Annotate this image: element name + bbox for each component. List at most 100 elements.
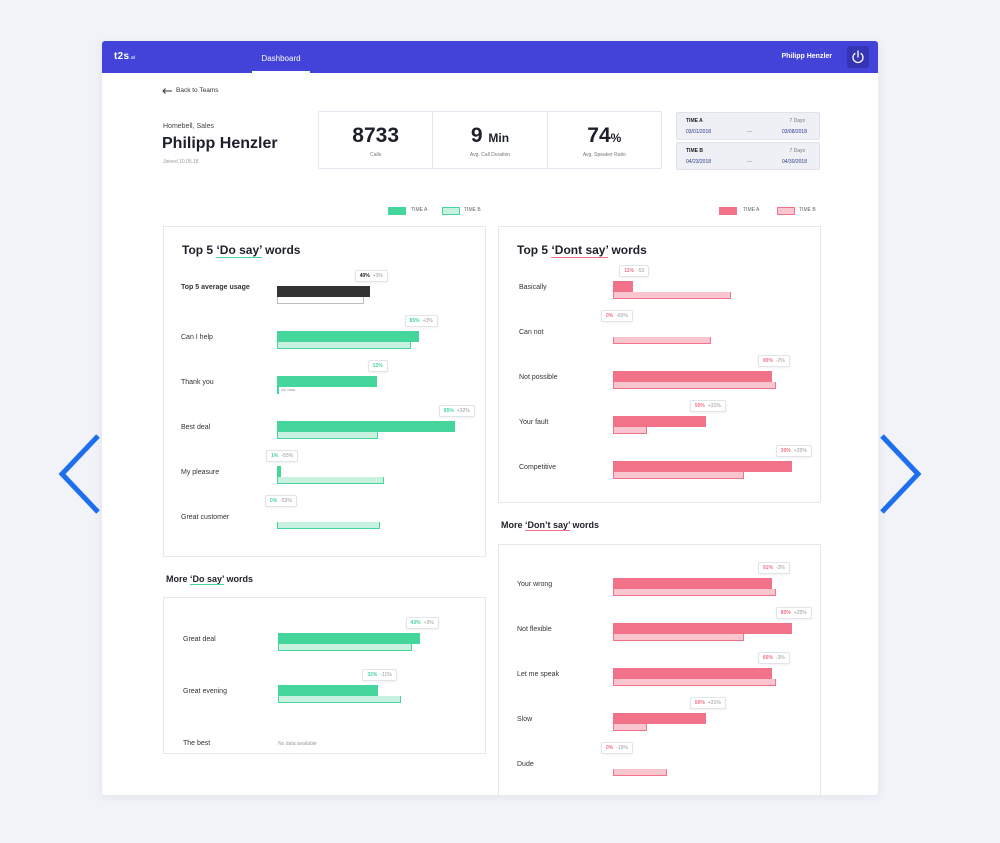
bar-time-b: [613, 589, 776, 596]
top-do-say-title: Top 5 ‘Do say’ words: [182, 243, 301, 258]
bar-time-a: [613, 668, 773, 679]
stat-avg-speaker-ratio: 74% Avg. Speaker Ratio: [548, 112, 661, 168]
carousel-prev-icon[interactable]: [54, 432, 104, 516]
logout-button[interactable]: [847, 46, 869, 68]
bar-percent: 43%: [410, 620, 421, 626]
bar-value-tag: 85% +3%: [404, 315, 438, 327]
carousel-next-icon[interactable]: [876, 432, 926, 516]
more-dont-say-title: More ‘Don’t say’ words: [501, 520, 600, 531]
legend-swatch-time-a: [388, 207, 406, 215]
bar-time-b: [277, 297, 365, 304]
bar-percent: 50%: [694, 403, 705, 409]
bar-time-b: [613, 634, 744, 641]
time-range-end: 04/30/2018: [781, 159, 807, 165]
joined-date: Joined 10.05.18: [163, 159, 199, 165]
bar-row-label: Can not: [519, 329, 544, 336]
bar-time-b: [613, 337, 712, 344]
bar-value-tag: 90% -2%: [757, 355, 790, 367]
bar-time-b: [277, 387, 279, 394]
time-range-end: 03/08/2018: [781, 129, 807, 135]
stats-panel: 8733 Calls 9 Min Avg. Call Duration 74% …: [318, 111, 662, 169]
app-logo[interactable]: t2s.ai: [114, 51, 136, 62]
bar-delta: +31%: [707, 403, 721, 409]
bar-time-a: [613, 281, 633, 292]
time-range-dash: —: [747, 159, 752, 165]
bar-delta: -53%: [280, 498, 292, 504]
current-user-name[interactable]: Philipp Henzler: [781, 53, 832, 60]
bar-time-b: [277, 432, 379, 439]
bar-delta: -11%: [380, 672, 392, 678]
legend-swatch-time-b: [777, 207, 795, 215]
bar-value-tag: 50% +31%: [689, 697, 726, 709]
bar-percent: 32%: [367, 672, 378, 678]
bar-note: No data: [281, 387, 296, 392]
bar-percent: 90%: [762, 358, 773, 364]
bar-row-label: Thank you: [181, 379, 214, 386]
bar-time-b: [613, 427, 647, 434]
bar-row-label: Dude: [517, 761, 534, 768]
bar-value-tag: 50% +31%: [689, 400, 726, 412]
bar-row-label: My pleasure: [181, 469, 220, 476]
bar-percent: 60%: [762, 655, 773, 661]
more-dont-say-card: Your wrong 91% -3% Not flexible 80% +25% Let m…: [498, 544, 821, 795]
bar-delta: -60%: [616, 313, 628, 319]
bar-delta: +3%: [422, 318, 433, 324]
bar-value-tag: 40% +3%: [354, 270, 388, 282]
bar-delta: -55%: [281, 453, 294, 459]
bar-percent: 0%: [270, 498, 278, 504]
bar-delta: -19%: [616, 745, 628, 751]
legend-do-say: TIME A TIME B: [388, 207, 488, 217]
power-icon: [852, 50, 864, 64]
dashboard-window: t2s.ai Dashboard Philipp Henzler Back to…: [102, 41, 878, 795]
time-range-a[interactable]: TIME A 7 Days 03/01/2018 — 03/08/2018: [676, 112, 820, 140]
time-range-name: TIME A: [686, 118, 703, 124]
time-range-days: 7 Days: [789, 148, 805, 154]
bar-time-b: [613, 292, 732, 299]
bar-percent: 1%: [271, 453, 279, 459]
time-range-name: TIME B: [686, 148, 703, 154]
bar-row-label: The best: [183, 740, 211, 747]
bar-time-a: [613, 578, 773, 589]
bar-value-tag: 43% +3%: [405, 617, 439, 629]
time-range-start: 03/01/2018: [686, 129, 712, 135]
legend-dont-say: TIME A TIME B: [719, 207, 823, 217]
bar-time-a: [277, 466, 281, 477]
legend-label-time-a: TIME A: [411, 207, 428, 213]
back-to-teams-link[interactable]: Back to Teams: [176, 87, 219, 94]
tab-dashboard[interactable]: Dashboard: [252, 41, 310, 73]
top-dont-say-title: Top 5 ‘Dont say’ words: [517, 243, 647, 258]
legend-label-time-a: TIME A: [743, 207, 760, 213]
bar-percent: 0%: [606, 745, 614, 751]
bar-time-a: [613, 416, 707, 427]
more-do-say-title: More ‘Do say’ words: [166, 574, 254, 585]
bar-delta: -3%: [775, 655, 785, 661]
stat-value: 9: [470, 124, 483, 147]
bar-row-label: Let me speak: [517, 671, 560, 678]
tab-dashboard-label: Dashboard: [261, 54, 301, 63]
bar-value-tag: 32% -11%: [362, 669, 397, 681]
bar-row-label: Not possible: [519, 374, 558, 381]
profile-name: Philipp Henzler: [162, 135, 278, 152]
bar-time-a: [277, 376, 377, 387]
bar-row-label: Not flexible: [517, 626, 552, 633]
bar-delta: +31%: [707, 700, 721, 706]
legend-label-time-b: TIME B: [799, 207, 816, 213]
stat-value: 74: [587, 124, 611, 147]
time-range-days: 7 Days: [789, 118, 805, 124]
time-range-b[interactable]: TIME B 7 Days 04/23/2018 — 04/30/2018: [676, 142, 820, 170]
active-tab-indicator: [252, 71, 310, 73]
bar-row-label: Great evening: [183, 688, 227, 695]
bar-time-b: [278, 696, 401, 703]
stat-unit: Min: [488, 131, 510, 145]
bar-value-tag: 1% -55%: [266, 450, 299, 462]
bar-value-tag: 0% -60%: [601, 310, 633, 322]
stat-unit: %: [610, 131, 622, 145]
top-do-say-card: Top 5 ‘Do say’ words Top 5 average usage…: [163, 226, 486, 557]
bar-percent: 50%: [694, 700, 705, 706]
bar-value-tag: 60% -3%: [757, 652, 790, 664]
bar-time-a: [613, 461, 792, 472]
bar-time-b: [613, 724, 647, 731]
bar-percent: 30%: [780, 448, 791, 454]
stat-calls: 8733 Calls: [319, 112, 434, 168]
back-arrow-icon[interactable]: [162, 88, 172, 94]
